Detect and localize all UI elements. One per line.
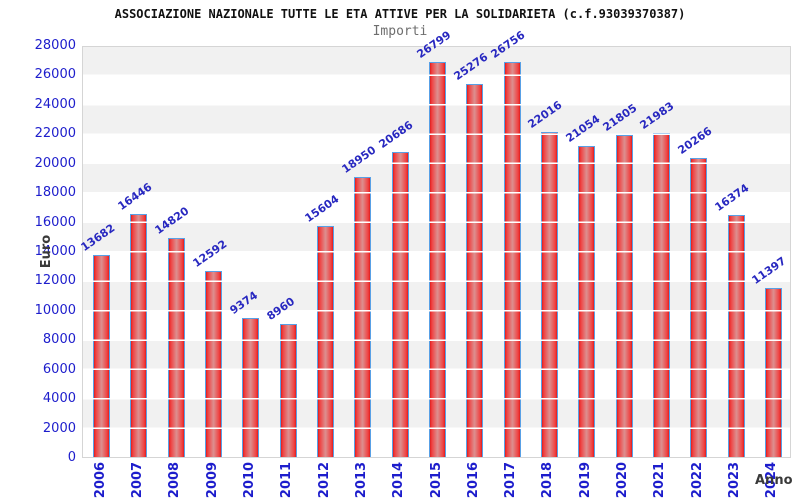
bar <box>466 84 484 457</box>
y-tick-label: 20000 <box>34 155 76 171</box>
x-axis-label: Anno <box>755 473 793 488</box>
x-tick-label: 2018 <box>540 461 556 499</box>
bar <box>317 226 335 457</box>
y-tick-label: 6000 <box>42 361 76 377</box>
bar <box>503 62 521 457</box>
bar <box>93 254 111 457</box>
x-tick-label: 2023 <box>727 461 743 499</box>
y-tick-label: 22000 <box>34 126 76 142</box>
x-tick-label: 2020 <box>615 461 631 499</box>
bar <box>242 318 260 457</box>
bar <box>130 214 148 457</box>
bar <box>167 237 185 457</box>
x-tick-label: 2016 <box>465 461 481 499</box>
x-tick-label: 2012 <box>316 461 332 499</box>
y-tick-label: 4000 <box>42 391 76 407</box>
y-tick-label: 14000 <box>34 244 76 259</box>
chart-subtitle: Importi <box>372 24 428 39</box>
x-tick-label: 2022 <box>689 461 705 499</box>
y-tick-label: 0 <box>67 450 76 465</box>
y-tick-label: 26000 <box>34 67 76 83</box>
y-tick-label: 16000 <box>34 214 76 230</box>
x-tick-label: 2011 <box>279 461 295 499</box>
x-tick-label: 2019 <box>577 461 593 499</box>
y-tick-label: 8000 <box>42 332 76 348</box>
bar <box>279 324 297 457</box>
x-tick-label: 2017 <box>503 461 519 499</box>
bar <box>429 61 446 457</box>
bar <box>354 177 372 457</box>
bar <box>652 132 670 457</box>
bar <box>391 151 409 457</box>
x-tick-label: 2021 <box>652 461 668 499</box>
bar <box>764 288 782 457</box>
plot-area <box>82 46 791 458</box>
x-tick-label: 2010 <box>241 461 257 499</box>
x-tick-label: 2007 <box>129 461 145 499</box>
bar <box>727 215 745 457</box>
bar <box>690 157 708 457</box>
bar <box>578 146 596 457</box>
bar <box>615 135 633 457</box>
x-tick-label: 2014 <box>391 461 407 499</box>
x-tick-label: 2006 <box>92 461 108 499</box>
chart-title: ASSOCIAZIONE NAZIONALE TUTTE LE ETA ATTI… <box>114 7 686 21</box>
y-tick-label: 10000 <box>34 302 76 318</box>
x-tick-label: 2008 <box>167 461 183 499</box>
bar <box>205 270 223 457</box>
y-tick-label: 2000 <box>42 420 76 436</box>
y-tick-label: 12000 <box>34 273 76 289</box>
y-tick-label: 24000 <box>34 96 76 112</box>
y-axis-label: Euro <box>39 234 55 269</box>
x-tick-label: 2013 <box>353 461 369 499</box>
bar <box>540 132 558 457</box>
y-tick-label: 28000 <box>34 38 76 53</box>
y-tick-label: 18000 <box>34 185 76 201</box>
x-tick-label: 2015 <box>428 461 444 499</box>
x-tick-label: 2009 <box>204 461 220 499</box>
